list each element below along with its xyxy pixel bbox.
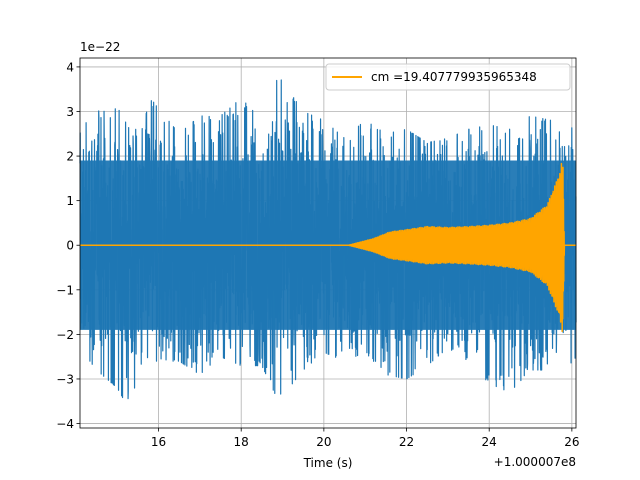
x-axis-label: Time (s) [303, 456, 353, 470]
x-offset-label: +1.000007e8 [494, 455, 576, 469]
signal-line [79, 162, 577, 333]
x-tick-label: 18 [234, 435, 249, 449]
x-tick-label: 22 [399, 435, 414, 449]
y-tick-label: 3 [66, 105, 74, 119]
x-tick-label: 24 [482, 435, 497, 449]
legend: cm =19.407779935965348 [325, 63, 571, 91]
y-tick-label: 4 [66, 60, 74, 74]
y-scale-label: 1e−22 [80, 40, 120, 54]
x-tick-label: 20 [316, 435, 331, 449]
y-tick-label: 2 [66, 150, 74, 164]
y-tick-label: 0 [66, 239, 74, 253]
signal-series [79, 162, 577, 333]
x-tick-label: 26 [564, 435, 579, 449]
x-tick-label: 16 [151, 435, 166, 449]
axes-frame [79, 57, 577, 429]
y-tick-label: 1 [66, 194, 74, 208]
legend-box [325, 63, 571, 91]
legend-entry-label: cm =19.407779935965348 [371, 70, 537, 84]
y-tick-label: −3 [56, 372, 74, 386]
y-tick-label: −2 [56, 328, 74, 342]
y-tick-label: −1 [56, 283, 74, 297]
ticks: 16 18 20 22 24 26 −4 −3 −2 −1 0 1 2 3 4 [56, 60, 579, 449]
y-tick-label: −4 [56, 417, 74, 431]
